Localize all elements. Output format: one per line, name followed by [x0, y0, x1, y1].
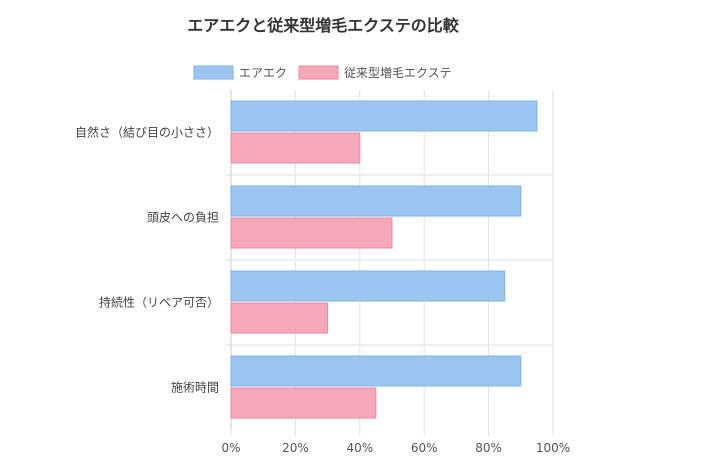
bar-series-0-category-3: [230, 355, 522, 387]
legend-item-series-0[interactable]: エアエク: [193, 65, 287, 80]
bar-series-1-category-3: [230, 387, 377, 419]
legend-label-series-1: 従来型増毛エクステ: [344, 66, 452, 80]
legend-swatch-series-0: [193, 65, 234, 80]
legend: エアエク 従来型増毛エクステ: [193, 65, 452, 80]
legend-label-series-0: エアエク: [239, 66, 287, 80]
chart-title: エアエクと従来型増毛エクステの比較: [187, 16, 460, 35]
bar-series-0-category-2: [230, 270, 506, 302]
bar-series-1-category-2: [230, 302, 329, 334]
x-tick-label: 60%: [411, 441, 438, 455]
x-axis-ticks: 0% 20% 40% 60% 80% 100%: [221, 441, 570, 455]
bar-series-0-category-0: [230, 100, 538, 132]
x-tick-label: 0%: [221, 441, 240, 455]
legend-item-series-1[interactable]: 従来型増毛エクステ: [298, 65, 452, 80]
legend-swatch-series-1: [298, 65, 339, 80]
x-tick-label: 100%: [536, 441, 570, 455]
bars: [230, 100, 538, 419]
category-label: 自然さ（結び目の小ささ）: [75, 125, 219, 140]
category-label: 頭皮への負担: [147, 211, 219, 225]
bar-series-1-category-1: [230, 217, 393, 249]
bar-series-0-category-1: [230, 185, 522, 217]
category-label: 持続性（リペア可否）: [99, 295, 219, 310]
x-tick-label: 40%: [346, 441, 373, 455]
category-label: 施術時間: [171, 381, 219, 395]
bar-series-1-category-0: [230, 132, 361, 164]
x-tick-label: 80%: [475, 441, 502, 455]
x-tick-label: 20%: [282, 441, 309, 455]
